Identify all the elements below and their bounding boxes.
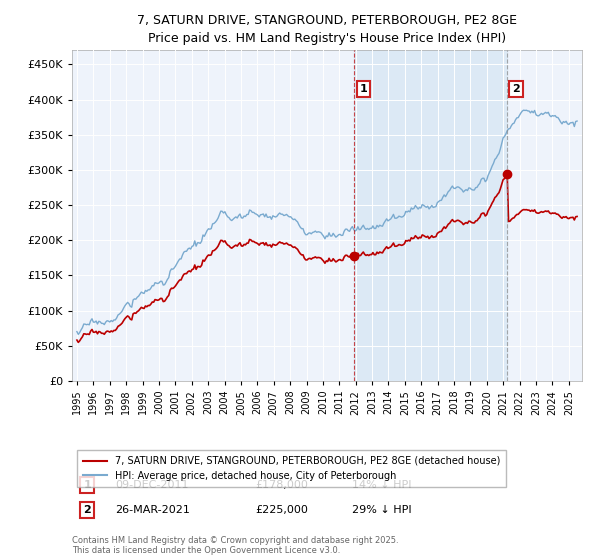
Text: 1: 1	[359, 84, 367, 94]
Text: 14% ↓ HPI: 14% ↓ HPI	[353, 480, 412, 490]
Text: 2: 2	[83, 505, 91, 515]
Text: £178,000: £178,000	[256, 480, 308, 490]
Text: 09-DEC-2011: 09-DEC-2011	[115, 480, 189, 490]
Text: 2: 2	[512, 84, 520, 94]
Bar	[355, 50, 507, 381]
Legend: 7, SATURN DRIVE, STANGROUND, PETERBOROUGH, PE2 8GE (detached house), HPI: Averag: 7, SATURN DRIVE, STANGROUND, PETERBOROUG…	[77, 450, 506, 487]
Text: £225,000: £225,000	[256, 505, 308, 515]
Text: 29% ↓ HPI: 29% ↓ HPI	[353, 505, 412, 515]
Text: 1: 1	[83, 480, 91, 490]
Title: 7, SATURN DRIVE, STANGROUND, PETERBOROUGH, PE2 8GE
Price paid vs. HM Land Regist: 7, SATURN DRIVE, STANGROUND, PETERBOROUG…	[137, 14, 517, 45]
Text: Contains HM Land Registry data © Crown copyright and database right 2025.
This d: Contains HM Land Registry data © Crown c…	[72, 536, 398, 556]
Text: 26-MAR-2021: 26-MAR-2021	[115, 505, 190, 515]
